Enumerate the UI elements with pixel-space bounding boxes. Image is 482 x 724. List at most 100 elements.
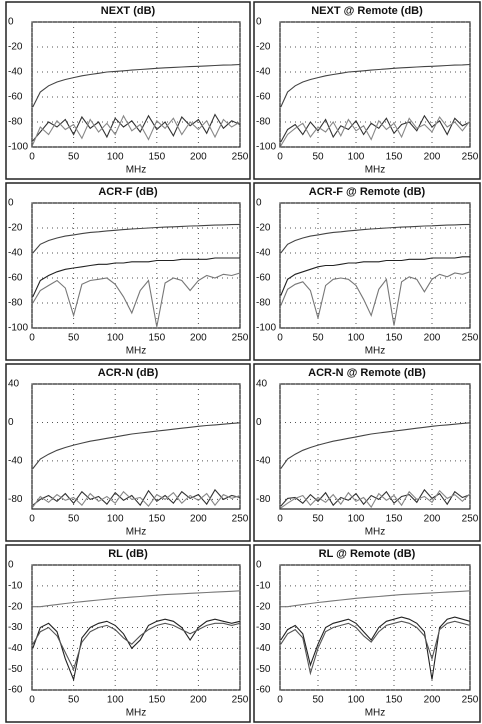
y-tick-label: 0 <box>256 198 262 209</box>
series-line <box>280 590 471 608</box>
panel-border <box>253 544 481 723</box>
series-line <box>280 620 471 676</box>
x-tick-label: 150 <box>148 695 165 706</box>
y-tick-label: -40 <box>8 456 23 467</box>
x-tick-label: 250 <box>462 695 479 706</box>
y-tick-label: -40 <box>8 643 23 654</box>
y-tick-label: 0 <box>256 417 262 428</box>
y-tick-label: -20 <box>256 223 271 234</box>
series-line <box>32 114 241 145</box>
y-tick-label: 40 <box>8 379 20 390</box>
y-tick-label: -50 <box>8 664 23 675</box>
y-tick-label: -20 <box>8 601 23 612</box>
series-line <box>280 489 471 509</box>
y-tick-label: -40 <box>256 643 271 654</box>
series-line <box>280 114 471 143</box>
x-tick-label: 50 <box>312 695 324 706</box>
x-tick-label: 0 <box>29 333 35 344</box>
x-tick-label: 150 <box>386 514 403 525</box>
y-tick-label: -30 <box>8 622 23 633</box>
x-tick-label: 150 <box>386 695 403 706</box>
series-line <box>32 622 241 671</box>
plot-area <box>31 21 241 148</box>
x-tick-label: 250 <box>232 333 249 344</box>
y-tick-label: -40 <box>8 67 23 78</box>
y-tick-label: -100 <box>8 142 28 153</box>
x-tick-label: 150 <box>148 333 165 344</box>
plot-area <box>279 202 471 329</box>
y-tick-label: -40 <box>8 248 23 259</box>
series-line <box>280 115 471 147</box>
y-tick-label: -40 <box>256 67 271 78</box>
y-tick-label: 0 <box>8 417 14 428</box>
x-axis-label: MHz <box>365 708 386 719</box>
series-line <box>32 272 241 327</box>
plot-area <box>279 21 471 148</box>
x-tick-label: 50 <box>68 514 80 525</box>
y-tick-label: -100 <box>256 142 276 153</box>
x-tick-label: 150 <box>386 333 403 344</box>
chart-title: NEXT (dB) <box>101 5 156 17</box>
x-tick-label: 250 <box>232 695 249 706</box>
panel-border <box>253 1 481 180</box>
y-tick-label: 40 <box>256 379 268 390</box>
x-tick-label: 100 <box>348 695 365 706</box>
y-tick-label: 0 <box>256 560 262 571</box>
plot-area <box>31 564 241 691</box>
chart-title: RL @ Remote (dB) <box>319 548 416 560</box>
y-tick-label: -60 <box>256 92 271 103</box>
y-tick-label: -20 <box>256 601 271 612</box>
x-axis-label: MHz <box>126 527 147 538</box>
y-tick-label: -20 <box>8 223 23 234</box>
chart-title: RL (dB) <box>108 548 148 560</box>
series-line <box>280 488 471 507</box>
series-line <box>32 422 241 469</box>
x-tick-label: 50 <box>312 152 324 163</box>
x-axis-label: MHz <box>365 165 386 176</box>
chart-title: ACR-F @ Remote (dB) <box>309 186 426 198</box>
series-line <box>32 257 240 298</box>
y-tick-label: -80 <box>256 298 271 309</box>
y-tick-label: -60 <box>8 273 23 284</box>
x-tick-label: 0 <box>29 695 35 706</box>
series-line <box>32 223 241 254</box>
y-tick-label: -40 <box>256 456 271 467</box>
series-line <box>280 63 471 108</box>
series-line <box>32 63 241 108</box>
x-tick-label: 100 <box>348 514 365 525</box>
x-tick-label: 200 <box>424 695 441 706</box>
x-tick-label: 200 <box>424 152 441 163</box>
x-tick-label: 50 <box>68 333 80 344</box>
y-tick-label: -40 <box>256 248 271 259</box>
x-tick-label: 200 <box>190 152 207 163</box>
x-tick-label: 100 <box>348 333 365 344</box>
x-axis-label: MHz <box>126 346 147 357</box>
chart-title: ACR-N (dB) <box>98 367 159 379</box>
plot-area <box>279 383 471 510</box>
x-axis-label: MHz <box>126 708 147 719</box>
plot-area <box>31 383 241 510</box>
y-tick-label: -20 <box>256 42 271 53</box>
x-tick-label: 250 <box>462 514 479 525</box>
panel-border <box>253 363 481 542</box>
x-tick-label: 150 <box>386 152 403 163</box>
panel-border <box>5 544 251 723</box>
x-tick-label: 100 <box>107 333 124 344</box>
y-tick-label: -20 <box>8 42 23 53</box>
x-tick-label: 50 <box>312 514 324 525</box>
y-tick-label: 0 <box>256 17 262 28</box>
y-tick-label: -30 <box>256 622 271 633</box>
y-tick-label: -80 <box>8 298 23 309</box>
y-tick-label: -80 <box>256 117 271 128</box>
panel-border <box>5 363 251 542</box>
y-tick-label: -100 <box>256 323 276 334</box>
panel-border <box>5 1 251 180</box>
series-line <box>280 271 471 326</box>
series-line <box>280 422 471 469</box>
series-line <box>280 256 470 296</box>
y-tick-label: 0 <box>8 560 14 571</box>
x-tick-label: 100 <box>107 695 124 706</box>
x-tick-label: 50 <box>68 152 80 163</box>
